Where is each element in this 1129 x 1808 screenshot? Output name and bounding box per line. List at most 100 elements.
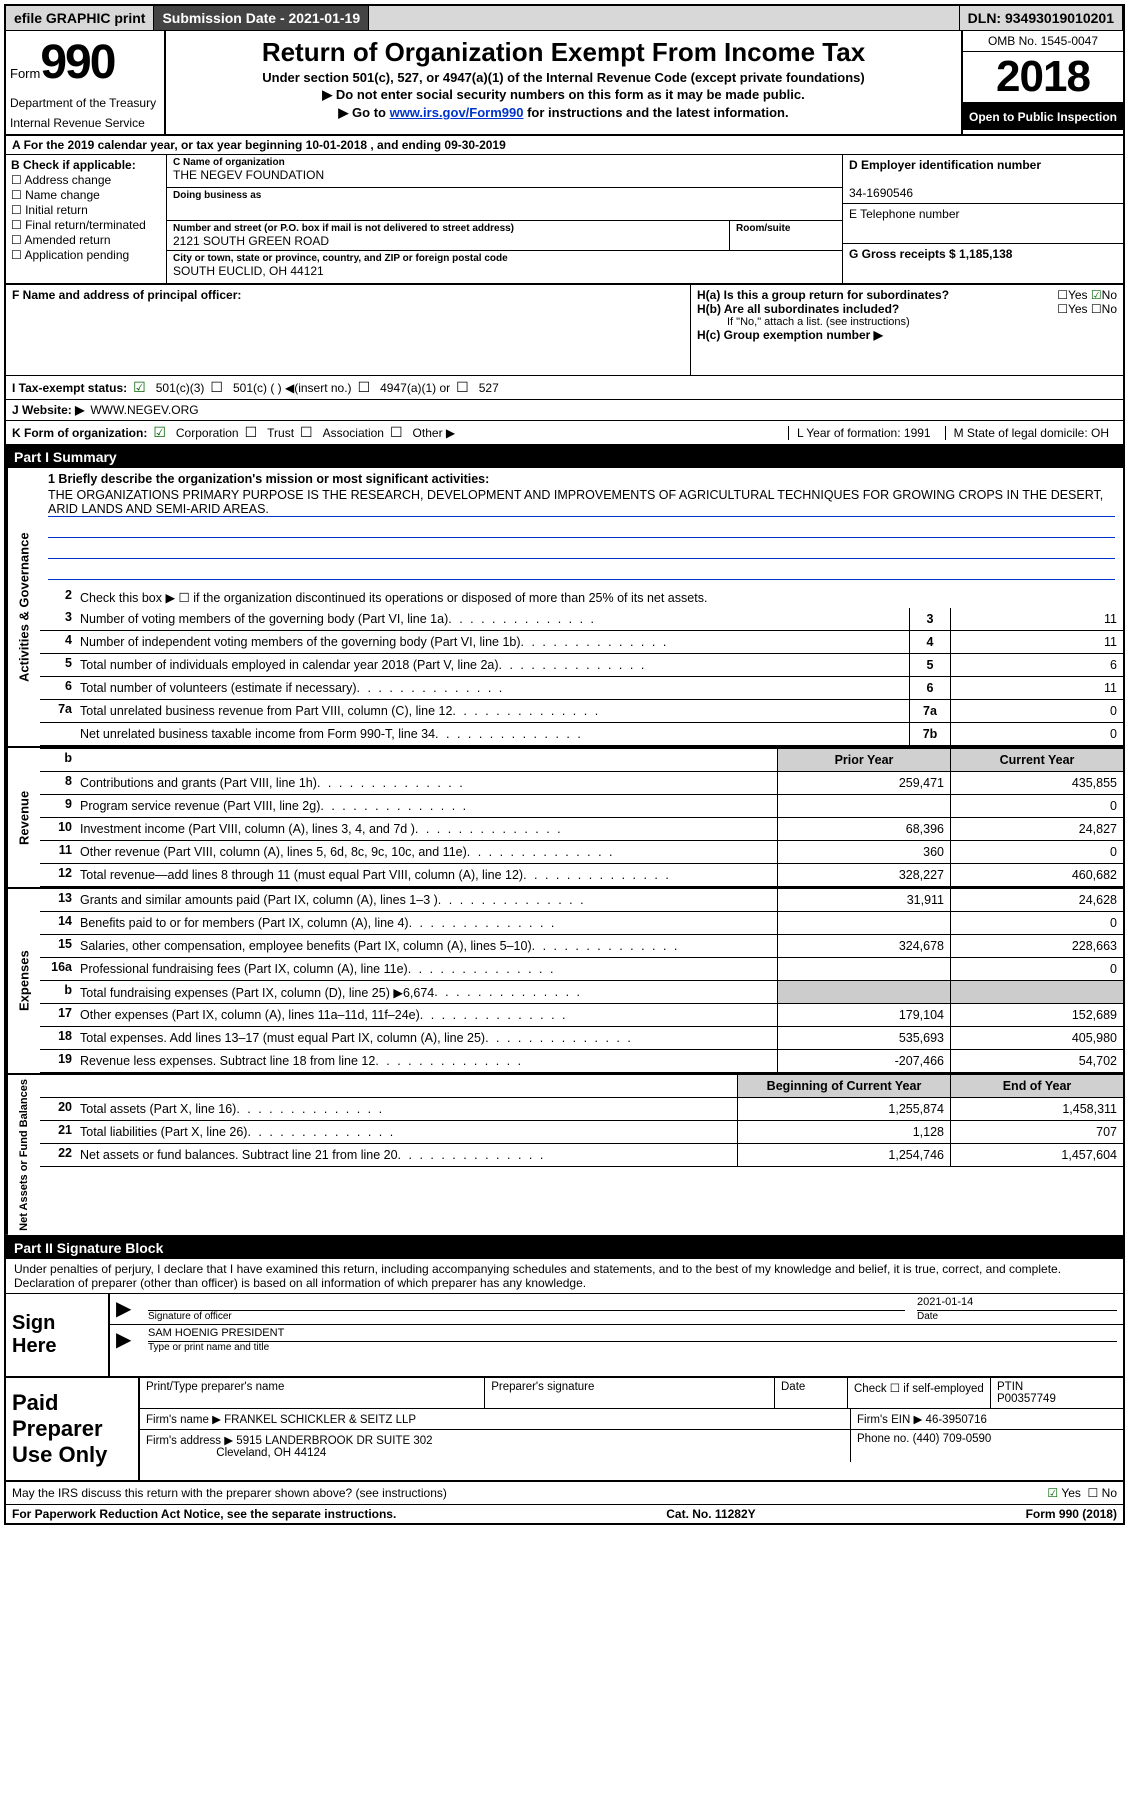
sign-here-label: Sign Here bbox=[6, 1294, 110, 1376]
check-address-change[interactable]: ☐ Address change bbox=[11, 173, 161, 187]
table-row: 7aTotal unrelated business revenue from … bbox=[40, 700, 1123, 723]
table-row: 20Total assets (Part X, line 16)1,255,87… bbox=[40, 1098, 1123, 1121]
revenue-section: Revenue b Prior Year Current Year 8Contr… bbox=[6, 748, 1123, 889]
paid-preparer-label: Paid Preparer Use Only bbox=[6, 1378, 140, 1480]
form-id-box: Form990 Department of the Treasury Inter… bbox=[6, 31, 166, 134]
tax-year: 2018 bbox=[963, 52, 1123, 104]
open-inspection: Open to Public Inspection bbox=[963, 104, 1123, 130]
check-4947[interactable] bbox=[358, 379, 375, 396]
col-b-checks: B Check if applicable: ☐ Address change … bbox=[6, 155, 167, 283]
table-row: 14Benefits paid to or for members (Part … bbox=[40, 912, 1123, 935]
table-row: 3Number of voting members of the governi… bbox=[40, 608, 1123, 631]
check-corporation[interactable] bbox=[153, 424, 170, 441]
side-label-activities: Activities & Governance bbox=[6, 468, 40, 746]
header: Form990 Department of the Treasury Inter… bbox=[6, 31, 1123, 136]
section-b: B Check if applicable: ☐ Address change … bbox=[6, 155, 1123, 285]
arrow-icon: ▶ bbox=[110, 1325, 142, 1355]
table-row: 10Investment income (Part VIII, column (… bbox=[40, 818, 1123, 841]
website-row: J Website: ▶ WWW.NEGEV.ORG bbox=[6, 400, 1123, 421]
end-year-header: End of Year bbox=[950, 1075, 1123, 1097]
city-cell: City or town, state or province, country… bbox=[167, 251, 842, 283]
ein-cell: D Employer identification number 34-1690… bbox=[843, 155, 1123, 204]
part2-header: Part II Signature Block bbox=[6, 1237, 1123, 1259]
begin-year-header: Beginning of Current Year bbox=[737, 1075, 950, 1097]
dln: DLN: 93493019010201 bbox=[959, 6, 1123, 30]
goto-line: ▶ Go to www.irs.gov/Form990 for instruct… bbox=[174, 105, 953, 121]
table-row: 9Program service revenue (Part VIII, lin… bbox=[40, 795, 1123, 818]
table-row: 5Total number of individuals employed in… bbox=[40, 654, 1123, 677]
paid-preparer-block: Paid Preparer Use Only Print/Type prepar… bbox=[6, 1378, 1123, 1482]
table-row: 21Total liabilities (Part X, line 26)1,1… bbox=[40, 1121, 1123, 1144]
check-other[interactable] bbox=[390, 424, 407, 441]
check-trust[interactable] bbox=[245, 424, 262, 441]
table-row: 6Total number of volunteers (estimate if… bbox=[40, 677, 1123, 700]
group-return: H(a) Is this a group return for subordin… bbox=[690, 285, 1123, 375]
side-label-expenses: Expenses bbox=[6, 889, 40, 1073]
check-association[interactable] bbox=[300, 424, 317, 441]
current-year-header: Current Year bbox=[950, 749, 1123, 771]
col-b-mid: C Name of organization THE NEGEV FOUNDAT… bbox=[167, 155, 842, 283]
table-row: 15Salaries, other compensation, employee… bbox=[40, 935, 1123, 958]
state-domicile: M State of legal domicile: OH bbox=[945, 426, 1117, 440]
table-row: 8Contributions and grants (Part VIII, li… bbox=[40, 772, 1123, 795]
phone-cell: E Telephone number bbox=[843, 204, 1123, 244]
table-row: 22Net assets or fund balances. Subtract … bbox=[40, 1144, 1123, 1167]
check-name-change[interactable]: ☐ Name change bbox=[11, 188, 161, 202]
part1-header: Part I Summary bbox=[6, 446, 1123, 468]
table-row: 19Revenue less expenses. Subtract line 1… bbox=[40, 1050, 1123, 1073]
year-formation: L Year of formation: 1991 bbox=[788, 426, 939, 440]
right-box: OMB No. 1545-0047 2018 Open to Public In… bbox=[961, 31, 1123, 134]
expenses-section: Expenses 13Grants and similar amounts pa… bbox=[6, 889, 1123, 1075]
footer-row: For Paperwork Reduction Act Notice, see … bbox=[6, 1505, 1123, 1523]
perjury-declaration: Under penalties of perjury, I declare th… bbox=[6, 1259, 1123, 1293]
net-assets-section: Net Assets or Fund Balances Beginning of… bbox=[6, 1075, 1123, 1237]
form-org-row: K Form of organization: Corporation Trus… bbox=[6, 421, 1123, 446]
gross-receipts: G Gross receipts $ 1,185,138 bbox=[843, 244, 1123, 283]
efile-print[interactable]: efile GRAPHIC print bbox=[6, 6, 154, 30]
paperwork-notice: For Paperwork Reduction Act Notice, see … bbox=[12, 1507, 396, 1521]
row-f: F Name and address of principal officer:… bbox=[6, 285, 1123, 376]
discuss-row: May the IRS discuss this return with the… bbox=[6, 1482, 1123, 1505]
table-row: 13Grants and similar amounts paid (Part … bbox=[40, 889, 1123, 912]
check-application-pending[interactable]: ☐ Application pending bbox=[11, 248, 161, 262]
form-title: Return of Organization Exempt From Incom… bbox=[174, 37, 953, 68]
table-row: 18Total expenses. Add lines 13–17 (must … bbox=[40, 1027, 1123, 1050]
principal-officer: F Name and address of principal officer: bbox=[6, 285, 690, 375]
omb-number: OMB No. 1545-0047 bbox=[963, 31, 1123, 52]
form-version: Form 990 (2018) bbox=[1026, 1507, 1117, 1521]
row-a-taxyear: A For the 2019 calendar year, or tax yea… bbox=[6, 136, 1123, 155]
tax-exempt-row: I Tax-exempt status: 501(c)(3) 501(c) ( … bbox=[6, 376, 1123, 400]
activities-governance-section: Activities & Governance 1 Briefly descri… bbox=[6, 468, 1123, 748]
irs-label: Internal Revenue Service bbox=[10, 116, 160, 130]
catalog-number: Cat. No. 11282Y bbox=[666, 1507, 755, 1521]
prior-year-header: Prior Year bbox=[777, 749, 950, 771]
ssn-notice: ▶ Do not enter social security numbers o… bbox=[174, 87, 953, 103]
submission-date: Submission Date - 2021-01-19 bbox=[154, 6, 369, 30]
irs-form990-link[interactable]: www.irs.gov/Form990 bbox=[390, 105, 524, 120]
dept-treasury: Department of the Treasury bbox=[10, 96, 160, 110]
mission-text: THE ORGANIZATIONS PRIMARY PURPOSE IS THE… bbox=[48, 488, 1115, 517]
arrow-icon: ▶ bbox=[110, 1294, 142, 1324]
check-amended-return[interactable]: ☐ Amended return bbox=[11, 233, 161, 247]
mission-block: 1 Briefly describe the organization's mi… bbox=[40, 468, 1123, 586]
table-row: 11Other revenue (Part VIII, column (A), … bbox=[40, 841, 1123, 864]
dba-cell: Doing business as bbox=[167, 188, 842, 221]
check-final-return[interactable]: ☐ Final return/terminated bbox=[11, 218, 161, 232]
table-row: bTotal fundraising expenses (Part IX, co… bbox=[40, 981, 1123, 1004]
col-b-right: D Employer identification number 34-1690… bbox=[842, 155, 1123, 283]
check-501c3[interactable] bbox=[133, 379, 150, 396]
form-990-page: efile GRAPHIC print Submission Date - 20… bbox=[4, 4, 1125, 1525]
table-row: Net unrelated business taxable income fr… bbox=[40, 723, 1123, 746]
subtitle: Under section 501(c), 527, or 4947(a)(1)… bbox=[174, 70, 953, 85]
check-527[interactable] bbox=[456, 379, 473, 396]
check-initial-return[interactable]: ☐ Initial return bbox=[11, 203, 161, 217]
check-501c[interactable] bbox=[210, 379, 227, 396]
side-label-netassets: Net Assets or Fund Balances bbox=[6, 1075, 40, 1235]
org-name-cell: C Name of organization THE NEGEV FOUNDAT… bbox=[167, 155, 842, 188]
title-box: Return of Organization Exempt From Incom… bbox=[166, 31, 961, 134]
street-row: Number and street (or P.O. box if mail i… bbox=[167, 221, 842, 251]
table-row: 16aProfessional fundraising fees (Part I… bbox=[40, 958, 1123, 981]
table-row: 17Other expenses (Part IX, column (A), l… bbox=[40, 1004, 1123, 1027]
line2-discontinued: Check this box ▶ ☐ if the organization d… bbox=[76, 586, 1123, 608]
table-row: 12Total revenue—add lines 8 through 11 (… bbox=[40, 864, 1123, 887]
